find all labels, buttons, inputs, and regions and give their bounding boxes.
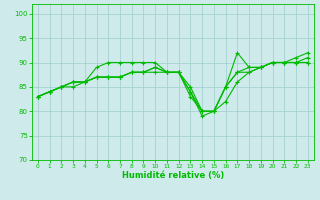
X-axis label: Humidité relative (%): Humidité relative (%) xyxy=(122,171,224,180)
